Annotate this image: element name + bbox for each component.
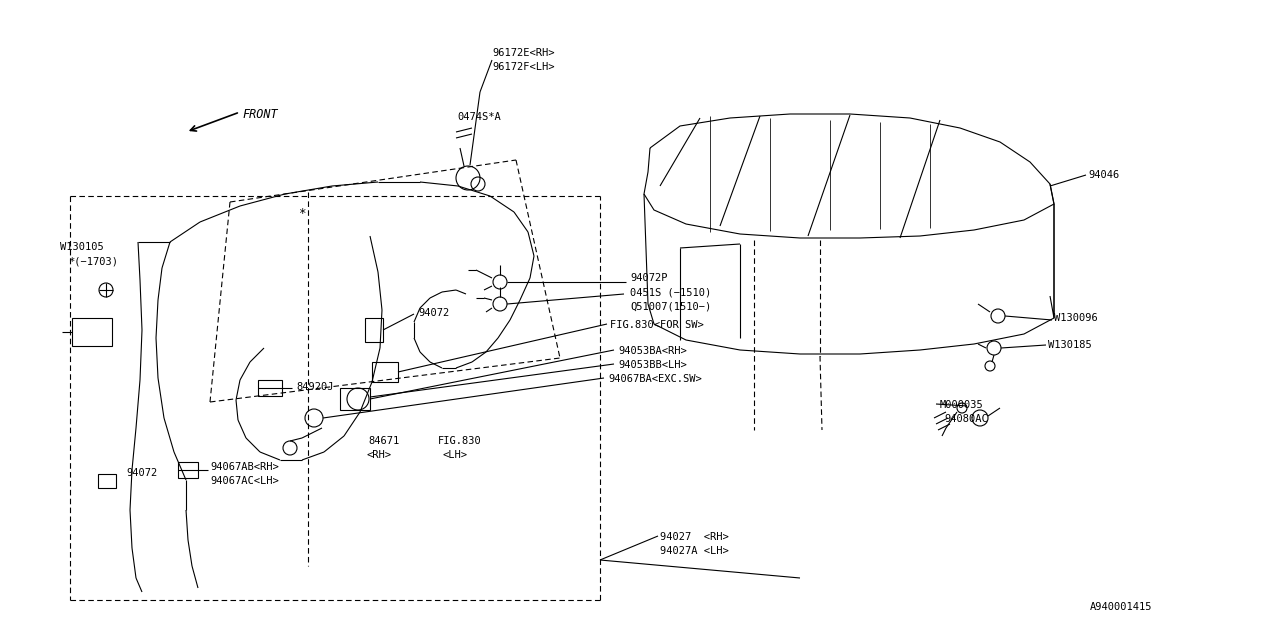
Text: 84671: 84671 xyxy=(369,436,399,446)
Text: FIG.830<FOR SW>: FIG.830<FOR SW> xyxy=(611,320,704,330)
Text: 96172E<RH>: 96172E<RH> xyxy=(492,48,554,58)
Text: M000035: M000035 xyxy=(940,400,984,410)
Text: W130185: W130185 xyxy=(1048,340,1092,350)
Text: <LH>: <LH> xyxy=(442,450,467,460)
Text: 94067BA<EXC.SW>: 94067BA<EXC.SW> xyxy=(608,374,701,384)
Text: 0451S (−1510): 0451S (−1510) xyxy=(630,287,712,297)
Text: FRONT: FRONT xyxy=(242,108,278,121)
Text: 94072: 94072 xyxy=(419,308,449,318)
Text: 94046: 94046 xyxy=(1088,170,1119,180)
Text: 94080AC: 94080AC xyxy=(945,414,988,424)
Text: W130105: W130105 xyxy=(60,242,104,252)
Text: Q51007(1510−): Q51007(1510−) xyxy=(630,301,712,311)
Text: <RH>: <RH> xyxy=(366,450,390,460)
Text: A940001415: A940001415 xyxy=(1089,602,1152,612)
Text: 84920J: 84920J xyxy=(296,382,334,392)
Text: 94027A <LH>: 94027A <LH> xyxy=(660,546,728,556)
Text: 96172F<LH>: 96172F<LH> xyxy=(492,62,554,72)
Text: W130096: W130096 xyxy=(1053,313,1098,323)
Text: 94053BA<RH>: 94053BA<RH> xyxy=(618,346,687,356)
Text: 94027  <RH>: 94027 <RH> xyxy=(660,532,728,542)
Text: 94072: 94072 xyxy=(125,468,157,478)
Text: 0474S*A: 0474S*A xyxy=(457,112,500,122)
Text: *(−1703): *(−1703) xyxy=(68,256,118,266)
Text: 94053BB<LH>: 94053BB<LH> xyxy=(618,360,687,370)
Text: FIG.830: FIG.830 xyxy=(438,436,481,446)
Text: 94067AB<RH>: 94067AB<RH> xyxy=(210,462,279,472)
Text: *: * xyxy=(298,207,306,220)
Text: 94072P: 94072P xyxy=(630,273,667,283)
Text: 94067AC<LH>: 94067AC<LH> xyxy=(210,476,279,486)
